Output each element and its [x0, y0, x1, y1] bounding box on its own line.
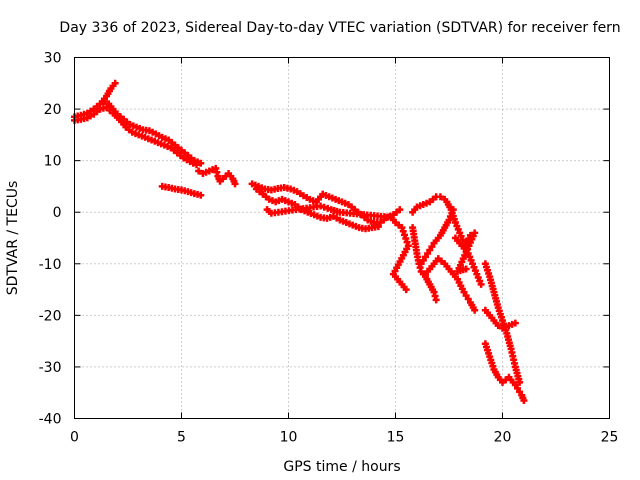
- data-point: [111, 79, 119, 87]
- data-point: [197, 159, 205, 167]
- data-series: [481, 306, 519, 332]
- data-point: [400, 231, 408, 239]
- data-series: [443, 198, 485, 288]
- data-point: [195, 167, 203, 175]
- data-point: [374, 223, 382, 231]
- data-series: [71, 104, 200, 169]
- data-series: [195, 164, 239, 188]
- data-point: [398, 224, 406, 232]
- grid-layer: [74, 57, 610, 419]
- data-point: [231, 180, 239, 188]
- y-tick-label: -30: [39, 360, 62, 376]
- data-series: [158, 182, 205, 199]
- plot-frame: [74, 57, 610, 419]
- x-tick-label: 20: [494, 430, 512, 446]
- data-point: [402, 286, 410, 294]
- y-tick-label: -10: [39, 257, 62, 273]
- x-tick-label: 0: [70, 430, 79, 446]
- data-point: [399, 227, 407, 235]
- data-point: [402, 235, 410, 243]
- data-layer: [71, 79, 528, 404]
- data-point: [396, 206, 404, 214]
- data-series: [409, 224, 440, 304]
- data-point: [403, 238, 411, 246]
- data-series: [263, 202, 412, 294]
- tick-layer: 0 5 10 15 20 25 -40 -30 -20 -10 0 10 20 30: [39, 51, 619, 446]
- x-tick-label: 15: [387, 430, 405, 446]
- y-tick-label: 10: [44, 154, 62, 170]
- y-tick-label: 20: [44, 102, 62, 118]
- data-point: [516, 378, 524, 386]
- y-axis-label: SDTVAR / TECUs: [5, 181, 21, 296]
- data-series: [481, 340, 528, 404]
- y-tick-label: 0: [53, 205, 62, 221]
- data-point: [471, 306, 479, 314]
- data-series: [98, 79, 119, 105]
- data-series: [248, 180, 404, 227]
- data-point: [462, 265, 470, 273]
- data-point: [192, 161, 200, 169]
- data-point: [197, 191, 205, 199]
- y-tick-label: 30: [44, 51, 62, 67]
- data-series: [421, 255, 479, 314]
- data-series: [409, 193, 449, 216]
- data-point: [520, 396, 528, 404]
- y-tick-label: -40: [39, 412, 62, 428]
- data-point: [494, 322, 502, 330]
- x-tick-label: 5: [177, 430, 186, 446]
- x-tick-label: 10: [280, 430, 298, 446]
- data-point: [436, 193, 444, 201]
- x-tick-label: 25: [601, 430, 619, 446]
- data-series: [451, 229, 479, 276]
- chart-title: Day 336 of 2023, Sidereal Day-to-day VTE…: [59, 20, 620, 36]
- y-tick-label: -20: [39, 308, 62, 324]
- data-point: [511, 319, 519, 327]
- data-point: [477, 280, 485, 288]
- data-point: [432, 296, 440, 304]
- x-axis-label: GPS time / hours: [283, 459, 400, 475]
